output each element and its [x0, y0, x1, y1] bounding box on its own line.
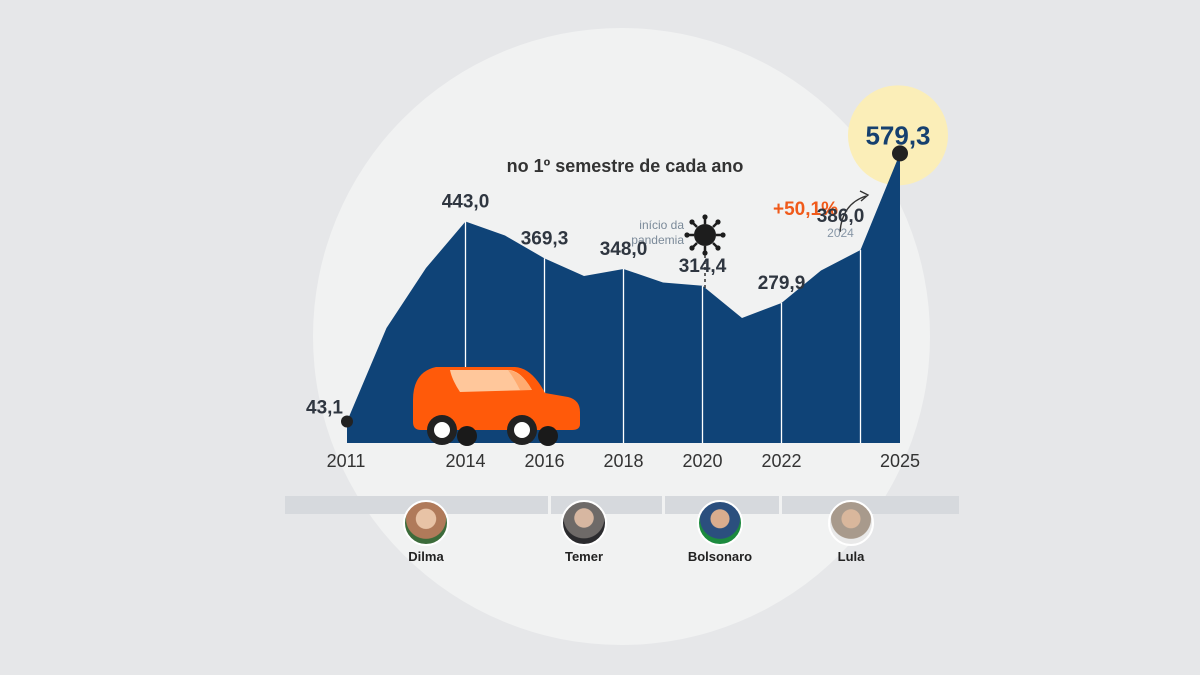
chart-subtitle: no 1º semestre de cada ano [506, 156, 744, 176]
x-tick-label: 2011 [327, 451, 366, 471]
temer-avatar [561, 500, 607, 546]
bolsonaro-avatar [697, 500, 743, 546]
data-label: 579,3 [865, 120, 930, 150]
x-tick-label: 2014 [445, 451, 485, 471]
data-label: 369,3 [521, 228, 569, 249]
president-name: Lula [837, 549, 865, 564]
president-name: Temer [564, 549, 604, 564]
data-label: 314,4 [679, 256, 727, 277]
president-bolsonaro: Bolsonaro [660, 500, 780, 564]
change-label: +50,1% [773, 199, 838, 220]
president-name: Dilma [408, 549, 444, 564]
car-icon [413, 367, 580, 446]
data-label-sub: 2024 [827, 226, 854, 240]
data-label: 43,1 [306, 397, 343, 418]
pandemic-note-line1: início da [639, 218, 684, 232]
data-label: 443,0 [442, 192, 490, 213]
president-dilma: Dilma [366, 500, 486, 564]
lula-avatar [828, 500, 874, 546]
virus-icon [684, 214, 726, 256]
highlight-bubble [848, 85, 948, 186]
growth-arrow-head [859, 190, 870, 202]
president-temer: Temer [524, 500, 644, 564]
president-name: Bolsonaro [687, 549, 753, 564]
president-lula: Lula [791, 500, 911, 564]
data-label: 348,0 [600, 239, 648, 260]
dilma-avatar [403, 500, 449, 546]
pandemic-note-line2: pandemia [631, 233, 684, 247]
data-label: 386,0 [817, 206, 865, 227]
data-label: 279,9 [758, 273, 806, 294]
start-point [341, 415, 353, 428]
end-point [892, 145, 908, 162]
x-tick-label: 2025 [880, 451, 920, 471]
x-tick-label: 2020 [682, 451, 722, 471]
x-tick-label: 2022 [761, 451, 801, 471]
x-tick-label: 2018 [603, 451, 643, 471]
growth-arrow [839, 195, 867, 233]
x-tick-label: 2016 [524, 451, 564, 471]
timeline-lula [782, 496, 959, 514]
